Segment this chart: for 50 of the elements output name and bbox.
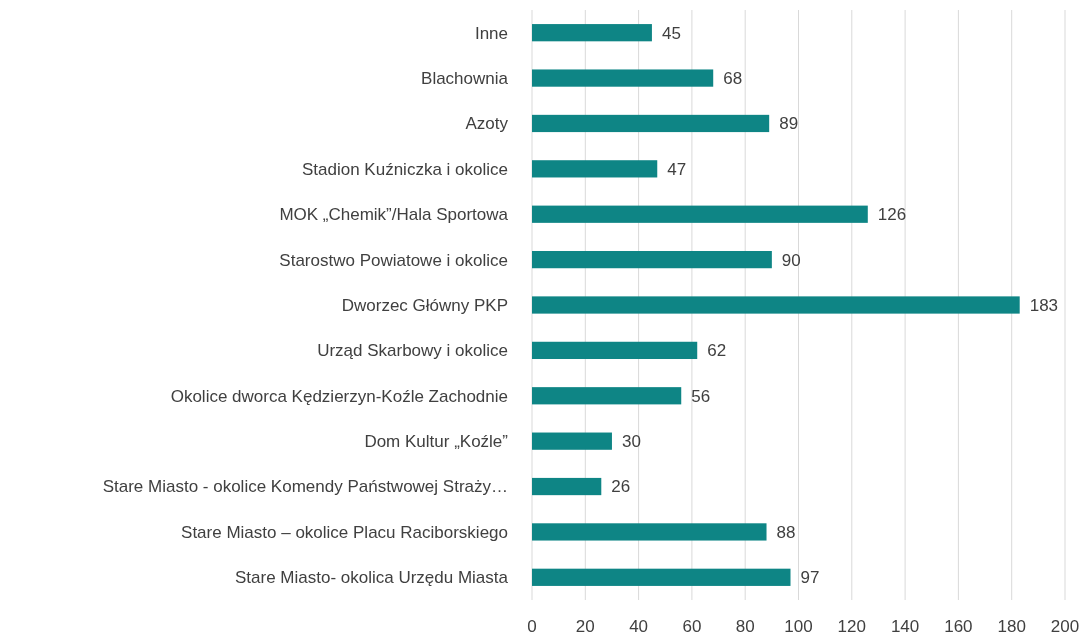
x-tick-label: 160 (944, 617, 973, 636)
y-tick-label: Dom Kultur „Koźle” (364, 432, 509, 452)
x-tick-label: 140 (890, 617, 920, 636)
data-label: 88 (776, 522, 796, 542)
data-label: 26 (611, 477, 631, 497)
data-label: 62 (707, 341, 727, 361)
y-tick-label: Stare Miasto - okolice Komendy Państwowej Straży… (102, 477, 508, 497)
data-label: 30 (621, 432, 641, 452)
x-tick-label: 40 (629, 617, 649, 636)
data-label: 56 (691, 386, 711, 406)
y-tick-label: Starostwo Powiatowe i okolice (279, 250, 508, 270)
bar (532, 69, 714, 87)
x-tick-label: 20 (575, 617, 595, 636)
y-tick-label: Urząd Skarbowy i okolice (317, 341, 508, 361)
data-label: 68 (723, 69, 743, 89)
data-label: 183 (1029, 295, 1059, 315)
y-tick-label: Inne (474, 23, 508, 43)
bar (532, 24, 652, 42)
data-label: 126 (877, 205, 907, 225)
x-tick-label: 120 (837, 617, 866, 636)
x-tick-label: 200 (1050, 617, 1080, 636)
bar (532, 432, 612, 450)
bar (532, 160, 658, 178)
bar (532, 250, 772, 269)
y-tick-label: Stadion Kuźniczka i okolice (301, 159, 508, 179)
y-tick-label: Stare Miasto- okolica Urzędu Miasta (234, 568, 509, 588)
x-tick-label: 180 (997, 617, 1026, 636)
y-tick-label: Okolice dworca Kędzierzyn-Koźle Zachodnie (170, 386, 508, 406)
x-tick-label: 60 (682, 617, 702, 636)
bar (532, 523, 767, 541)
bar (532, 477, 602, 496)
bar (532, 387, 682, 405)
data-label: 90 (781, 250, 801, 270)
x-tick-label: 0 (527, 617, 537, 636)
y-tick-label: Stare Miasto – okolice Placu Raciborskiego (181, 522, 508, 542)
x-tick-label: 100 (784, 617, 813, 636)
bar (532, 205, 868, 223)
data-label: 89 (779, 114, 799, 134)
y-tick-label: Dworzec Główny PKP (341, 295, 508, 315)
bar (532, 296, 1020, 314)
data-label: 47 (667, 159, 687, 179)
data-label: 45 (661, 23, 681, 43)
bar (532, 341, 698, 360)
y-tick-label: MOK „Chemik”/Hala Sportowa (279, 205, 509, 225)
x-tick-label: 80 (735, 617, 755, 636)
y-tick-label: Blachownia (421, 69, 509, 89)
data-label: 97 (800, 568, 820, 588)
bar (532, 114, 770, 133)
bar (532, 568, 791, 586)
y-tick-label: Azoty (465, 114, 509, 134)
